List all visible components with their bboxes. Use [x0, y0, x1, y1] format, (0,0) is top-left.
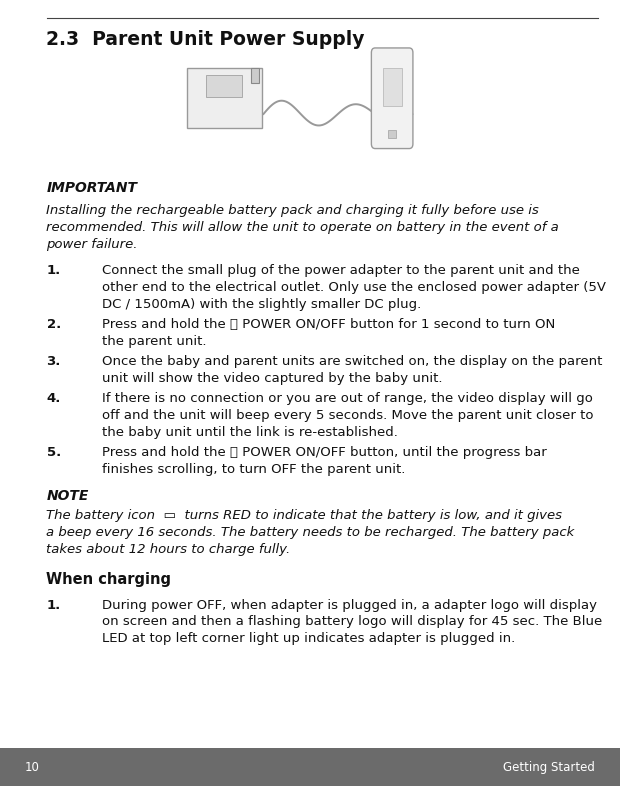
Bar — [251, 68, 259, 83]
Text: The battery icon  ▭  turns RED to indicate that the battery is low, and it gives: The battery icon ▭ turns RED to indicate… — [46, 509, 562, 522]
Text: finishes scrolling, to turn OFF the parent unit.: finishes scrolling, to turn OFF the pare… — [102, 462, 405, 476]
Text: Press and hold the ⓞ POWER ON/OFF button for 1 second to turn ON: Press and hold the ⓞ POWER ON/OFF button… — [102, 318, 556, 331]
Text: the parent unit.: the parent unit. — [102, 335, 207, 348]
Text: Connect the small plug of the power adapter to the parent unit and the: Connect the small plug of the power adap… — [102, 264, 580, 277]
Text: off and the unit will beep every 5 seconds. Move the parent unit closer to: off and the unit will beep every 5 secon… — [102, 409, 594, 422]
Text: on screen and then a flashing battery logo will display for 45 sec. The Blue: on screen and then a flashing battery lo… — [102, 615, 603, 629]
Text: NOTE: NOTE — [46, 489, 89, 503]
FancyBboxPatch shape — [371, 48, 413, 149]
Text: 1.: 1. — [46, 264, 61, 277]
Text: Installing the rechargeable battery pack and charging it fully before use is: Installing the rechargeable battery pack… — [46, 204, 539, 217]
Text: 10: 10 — [25, 761, 40, 773]
Text: a beep every 16 seconds. The battery needs to be recharged. The battery pack: a beep every 16 seconds. The battery nee… — [46, 526, 575, 539]
Text: 5.: 5. — [46, 446, 61, 459]
Text: 2.: 2. — [46, 318, 61, 331]
Bar — [383, 68, 402, 106]
Text: Press and hold the ⓞ POWER ON/OFF button, until the progress bar: Press and hold the ⓞ POWER ON/OFF button… — [102, 446, 547, 459]
Text: Once the baby and parent units are switched on, the display on the parent: Once the baby and parent units are switc… — [102, 354, 603, 368]
Text: recommended. This will allow the unit to operate on battery in the event of a: recommended. This will allow the unit to… — [46, 221, 559, 234]
Text: the baby unit until the link is re-established.: the baby unit until the link is re-estab… — [102, 425, 398, 439]
Text: unit will show the video captured by the baby unit.: unit will show the video captured by the… — [102, 372, 443, 385]
Bar — [388, 130, 396, 138]
Text: 2.3  Parent Unit Power Supply: 2.3 Parent Unit Power Supply — [46, 30, 365, 49]
Text: 3.: 3. — [46, 354, 61, 368]
Text: LED at top left corner light up indicates adapter is plugged in.: LED at top left corner light up indicate… — [102, 632, 516, 645]
Text: other end to the electrical outlet. Only use the enclosed power adapter (5V: other end to the electrical outlet. Only… — [102, 281, 606, 294]
Text: 4.: 4. — [46, 391, 61, 405]
Text: If there is no connection or you are out of range, the video display will go: If there is no connection or you are out… — [102, 391, 593, 405]
Text: During power OFF, when adapter is plugged in, a adapter logo will display: During power OFF, when adapter is plugge… — [102, 598, 597, 612]
Text: power failure.: power failure. — [46, 237, 138, 251]
FancyBboxPatch shape — [187, 68, 262, 128]
Text: 1.: 1. — [46, 598, 61, 612]
Text: takes about 12 hours to charge fully.: takes about 12 hours to charge fully. — [46, 542, 291, 556]
Text: Getting Started: Getting Started — [503, 761, 595, 773]
Text: DC / 1500mA) with the slightly smaller DC plug.: DC / 1500mA) with the slightly smaller D… — [102, 298, 422, 311]
Text: IMPORTANT: IMPORTANT — [46, 181, 138, 195]
Bar — [206, 75, 242, 97]
Text: When charging: When charging — [46, 572, 172, 587]
Bar — [0, 748, 620, 786]
